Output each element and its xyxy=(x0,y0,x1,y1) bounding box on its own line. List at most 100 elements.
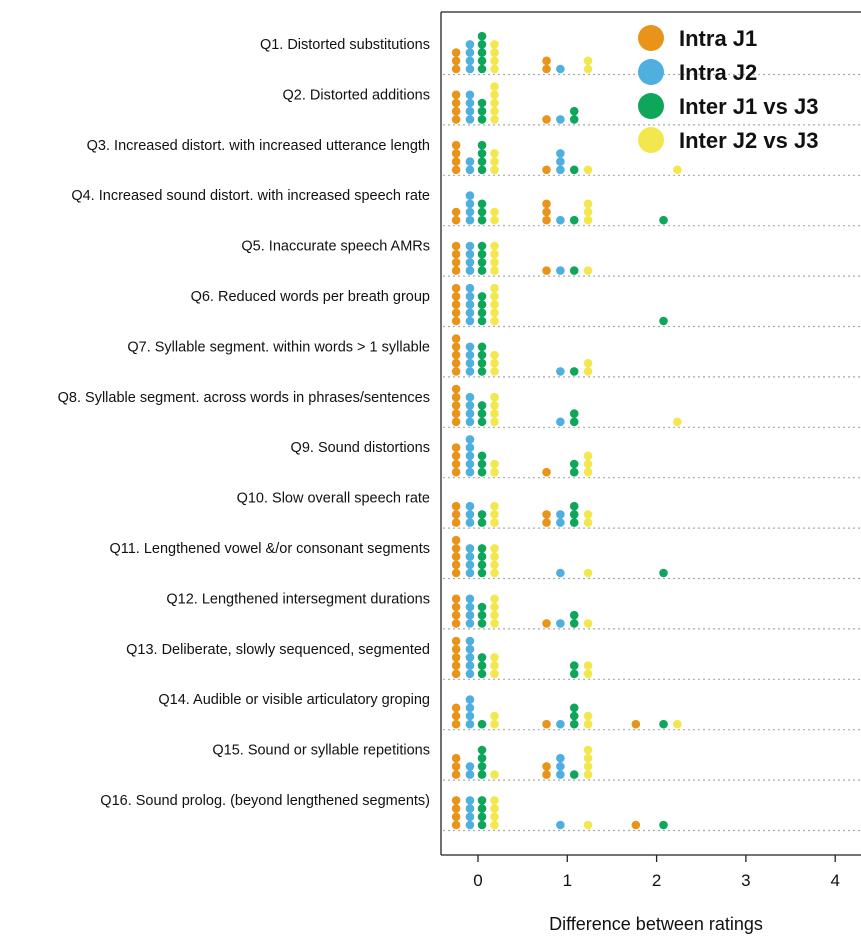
legend-swatch xyxy=(638,93,664,119)
dot-inter-j1-vs-j3 xyxy=(477,409,487,418)
dot-inter-j2-vs-j3 xyxy=(490,249,499,259)
dot-inter-j1-vs-j3 xyxy=(569,711,579,721)
dot-inter-j2-vs-j3 xyxy=(490,316,499,326)
dot-inter-j2-vs-j3 xyxy=(490,115,499,124)
dot-inter-j2-vs-j3 xyxy=(490,64,499,74)
dot-inter-j1-vs-j3 xyxy=(569,669,579,679)
dot-intra-j2 xyxy=(465,90,475,100)
dot-intra-j1 xyxy=(451,796,461,805)
dot-intra-j1 xyxy=(451,367,461,376)
dot-intra-j1 xyxy=(542,165,551,175)
dot-inter-j1-vs-j3 xyxy=(477,417,487,427)
dot-inter-j2-vs-j3 xyxy=(583,762,593,771)
dot-intra-j2 xyxy=(465,207,475,217)
dot-inter-j1-vs-j3 xyxy=(477,48,487,57)
dot-inter-j2-vs-j3 xyxy=(583,56,593,66)
legend: Intra J1 Intra J2 Inter J1 vs J3 Inter J2 v… xyxy=(638,25,818,153)
dot-intra-j2 xyxy=(465,510,475,519)
dot-intra-j1 xyxy=(542,467,551,477)
dot-intra-j1 xyxy=(542,510,551,519)
dot-inter-j1-vs-j3 xyxy=(569,106,579,116)
dot-inter-j1-vs-j3 xyxy=(569,459,579,469)
dot-inter-j1-vs-j3 xyxy=(569,610,579,620)
dot-intra-j2 xyxy=(465,249,475,259)
dot-intra-j1 xyxy=(542,207,551,217)
dot-intra-j1 xyxy=(451,316,461,326)
dot-intra-j1 xyxy=(451,602,461,612)
dot-intra-j2 xyxy=(556,165,565,175)
dot-inter-j2-vs-j3 xyxy=(583,568,593,578)
dot-inter-j2-vs-j3 xyxy=(490,350,499,360)
dot-inter-j1-vs-j3 xyxy=(477,367,487,376)
dot-inter-j1-vs-j3 xyxy=(477,64,487,74)
dot-inter-j1-vs-j3 xyxy=(477,560,487,570)
dot-inter-j1-vs-j3 xyxy=(477,820,487,830)
dot-intra-j2 xyxy=(465,435,475,444)
dot-inter-j1-vs-j3 xyxy=(477,358,487,368)
question-label: Q1. Distorted substitutions xyxy=(260,37,430,53)
dot-intra-j1 xyxy=(451,409,461,418)
dot-intra-j2 xyxy=(465,56,475,66)
dot-inter-j2-vs-j3 xyxy=(583,619,593,628)
dot-inter-j2-vs-j3 xyxy=(490,266,499,275)
question-label: Q16. Sound prolog. (beyond lengthened se… xyxy=(100,793,430,809)
dot-intra-j2 xyxy=(556,367,565,376)
dot-intra-j2 xyxy=(465,308,475,318)
dot-intra-j2 xyxy=(465,258,475,267)
dot-intra-j2 xyxy=(465,316,475,326)
dot-intra-j2 xyxy=(556,753,565,763)
dot-intra-j1 xyxy=(451,594,461,604)
dot-intra-j2 xyxy=(465,409,475,418)
dot-intra-j1 xyxy=(451,157,461,166)
dot-intra-j1 xyxy=(451,308,461,318)
legend-label: Inter J1 vs J3 xyxy=(679,94,818,119)
dot-inter-j2-vs-j3 xyxy=(490,501,499,511)
dot-intra-j1 xyxy=(542,266,551,275)
question-label: Q15. Sound or syllable repetitions xyxy=(212,743,430,759)
dot-inter-j2-vs-j3 xyxy=(490,602,499,612)
dot-inter-j1-vs-j3 xyxy=(477,510,487,519)
dot-intra-j2 xyxy=(465,619,475,628)
dot-inter-j1-vs-j3 xyxy=(659,215,668,225)
dot-intra-j1 xyxy=(451,417,461,427)
dot-intra-j2 xyxy=(556,417,565,427)
dot-intra-j2 xyxy=(556,820,565,830)
dot-intra-j1 xyxy=(451,610,461,620)
dot-intra-j1 xyxy=(451,241,461,251)
dot-intra-j1 xyxy=(451,56,461,66)
dot-inter-j2-vs-j3 xyxy=(490,804,499,813)
dot-intra-j2 xyxy=(465,568,475,578)
dot-intra-j1 xyxy=(631,719,641,729)
dot-inter-j1-vs-j3 xyxy=(569,719,579,729)
plot-axes xyxy=(440,11,861,856)
dot-intra-j1 xyxy=(451,401,461,410)
question-label: Q14. Audible or visible articulatory gro… xyxy=(158,692,430,708)
dot-intra-j2 xyxy=(556,510,565,519)
dot-intra-j2 xyxy=(556,149,565,158)
dot-intra-j2 xyxy=(465,518,475,527)
dot-intra-j1 xyxy=(451,115,461,124)
dot-inter-j1-vs-j3 xyxy=(477,215,487,225)
dot-inter-j1-vs-j3 xyxy=(477,350,487,360)
dot-inter-j1-vs-j3 xyxy=(569,215,579,225)
dot-inter-j1-vs-j3 xyxy=(477,115,487,124)
dot-inter-j2-vs-j3 xyxy=(490,467,499,477)
legend-label: Intra J1 xyxy=(679,26,757,51)
question-label: Q2. Distorted additions xyxy=(283,87,431,103)
dot-inter-j2-vs-j3 xyxy=(583,207,593,217)
dot-inter-j1-vs-j3 xyxy=(477,292,487,301)
question-label: Q8. Syllable segment. across words in ph… xyxy=(58,390,430,406)
dot-intra-j2 xyxy=(465,157,475,166)
question-label: Q10. Slow overall speech rate xyxy=(237,491,430,507)
question-label: Q12. Lengthened intersegment durations xyxy=(166,591,430,607)
dot-inter-j1-vs-j3 xyxy=(477,467,487,477)
dot-inter-j2-vs-j3 xyxy=(490,552,499,561)
dot-inter-j1-vs-j3 xyxy=(477,401,487,410)
dot-intra-j2 xyxy=(465,342,475,352)
dot-inter-j1-vs-j3 xyxy=(477,157,487,166)
dot-inter-j1-vs-j3 xyxy=(477,602,487,612)
legend-swatch xyxy=(638,25,664,51)
dot-inter-j1-vs-j3 xyxy=(569,619,579,628)
dot-intra-j2 xyxy=(465,796,475,805)
